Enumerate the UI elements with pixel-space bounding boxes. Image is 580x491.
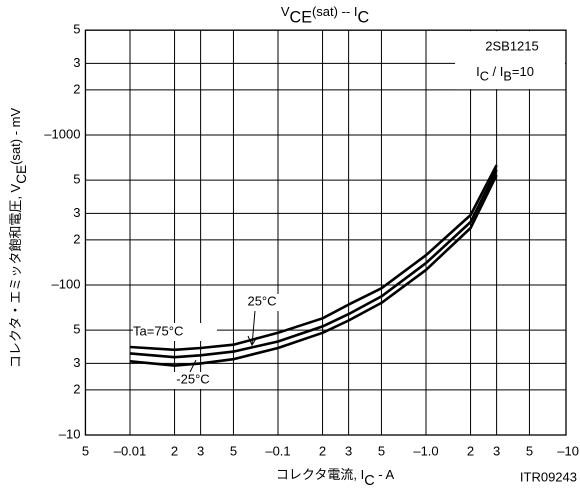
x-axis-label: コレクタ電流, IC - A (276, 467, 395, 488)
y-tick-label: 5 (73, 322, 80, 337)
series-label: 25°C (247, 293, 276, 308)
curve (129, 164, 498, 352)
x-axis-label-part: - A (375, 467, 395, 482)
y-tick-label: 2 (73, 231, 80, 246)
y-tick-label: 3 (73, 55, 80, 70)
figure-code: ITR09243 (520, 469, 577, 484)
label-bg (238, 294, 286, 311)
chart-title-part: (sat) -- I (312, 4, 358, 19)
condition-part: B (503, 69, 512, 84)
chart-title-part: V (281, 4, 290, 19)
condition: IC / IB=10 (476, 64, 534, 83)
series-label: Ta=75°C (133, 323, 183, 338)
x-tick-label: 2 (171, 443, 178, 458)
y-tick-label: 3 (73, 205, 80, 220)
curve (129, 169, 498, 359)
y-axis-label-part: CE (13, 165, 28, 184)
x-tick-label: 3 (197, 443, 204, 458)
condition-part: C (480, 69, 489, 84)
y-tick-label: 5 (73, 172, 80, 187)
x-tick-label: –10 (557, 443, 579, 458)
x-tick-label: 5 (526, 443, 533, 458)
y-axis-label: コレクタ・エミッタ飽和電圧, VCE(sat) - mV (8, 108, 28, 369)
y-tick-label: 3 (73, 355, 80, 370)
x-tick-label: 2 (319, 443, 326, 458)
x-tick-label: 3 (345, 443, 352, 458)
series-label: -25°C (176, 371, 209, 386)
label-bg (167, 372, 219, 389)
y-tick-label: –100 (52, 276, 81, 291)
curve (129, 174, 498, 367)
arrow (247, 310, 258, 347)
condition-part: / I (489, 64, 503, 79)
plot-frame (84, 29, 567, 436)
annotation-bg (455, 31, 565, 90)
y-tick-label: 2 (73, 81, 80, 96)
y-tick-label: 2 (73, 381, 80, 396)
arrow (189, 359, 197, 373)
x-tick-label: 5 (378, 443, 385, 458)
x-axis-label-part: コレクタ電流, I (276, 467, 364, 482)
x-tick-label: 5 (82, 443, 89, 458)
label-bg (133, 323, 217, 341)
condition-part: I (476, 64, 480, 79)
y-tick-label: 5 (73, 22, 80, 37)
x-tick-label: 5 (230, 443, 237, 458)
x-axis-label-part: C (364, 473, 374, 489)
part-number: 2SB1215 (485, 38, 539, 53)
x-tick-label: –0.01 (114, 443, 147, 458)
chart-title: VCE(sat) -- IC (281, 4, 370, 27)
condition-part: =10 (512, 64, 534, 79)
chart-title-part: CE (290, 9, 313, 27)
x-tick-label: 2 (467, 443, 474, 458)
y-tick-label: –1000 (44, 126, 80, 141)
x-tick-label: –1.0 (413, 443, 438, 458)
y-tick-label: –10 (59, 426, 81, 441)
y-axis-label-part: (sat) - mV (8, 108, 23, 165)
y-axis-label-part: コレクタ・エミッタ飽和電圧, V (8, 183, 23, 368)
x-tick-label: –0.1 (265, 443, 290, 458)
x-tick-label: 3 (493, 443, 500, 458)
chart-title-part: C (357, 9, 369, 27)
